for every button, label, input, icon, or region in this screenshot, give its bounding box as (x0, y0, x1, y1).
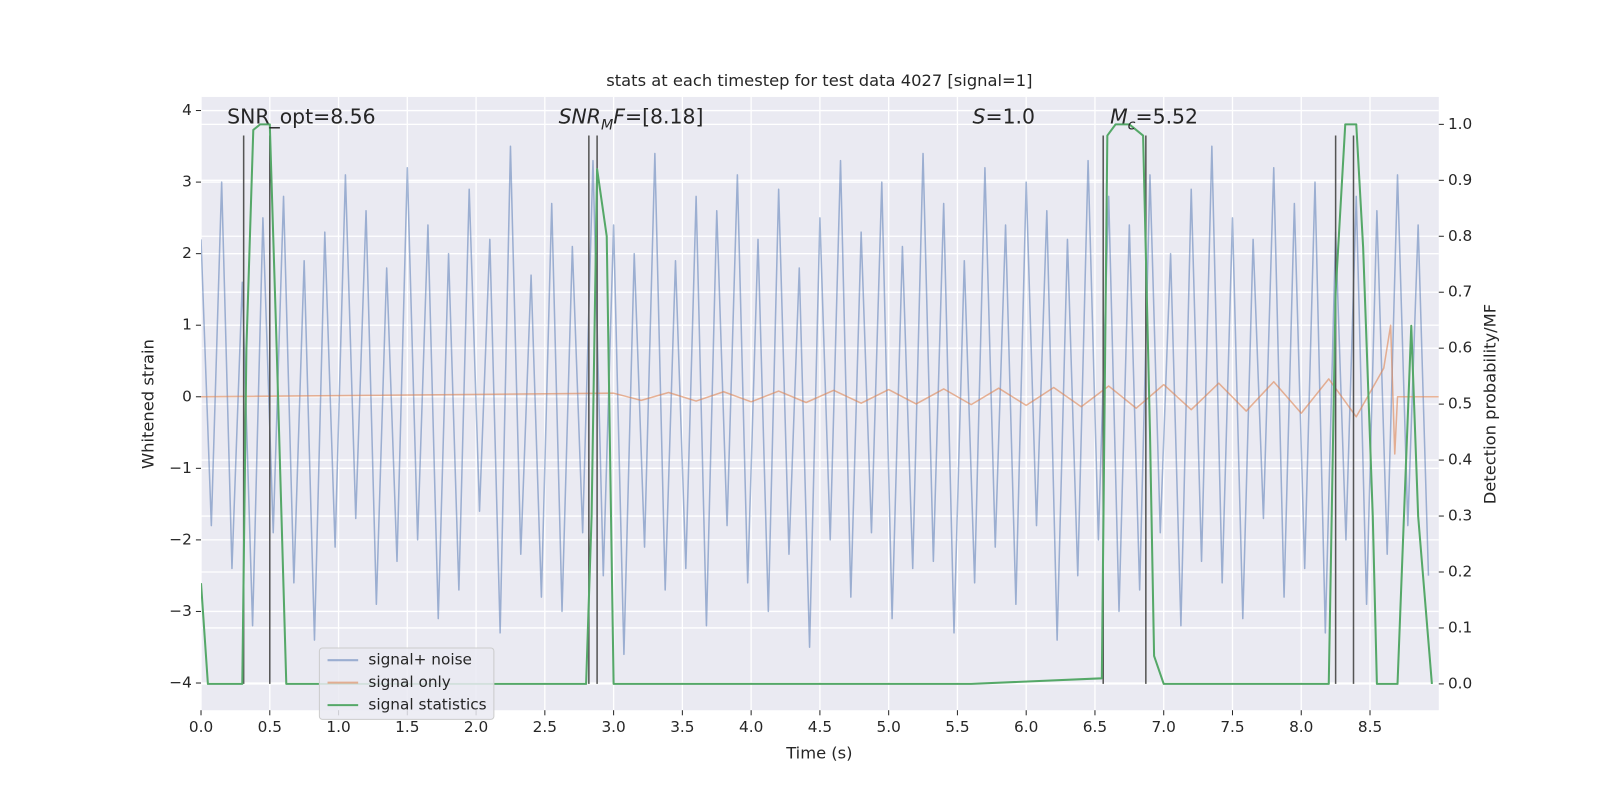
annotation-part: S (973, 105, 986, 129)
x-tick-label: 3.5 (670, 718, 694, 736)
y2-tick-label: 1.0 (1448, 115, 1472, 133)
overlay: 0.0 0.5 1.0 1.5 2.0 2.5 3.0 3.5 4.0 4.5 5.0 5.5 6.0 6… (169, 101, 1472, 736)
x-tick-label: 6.0 (1014, 718, 1038, 736)
y2-tick-label: 0.1 (1448, 618, 1472, 636)
y-axis-label: Whitened strain (138, 339, 157, 469)
legend-label: signal statistics (368, 696, 486, 714)
annotation: SNRMF=[8.18] (559, 105, 704, 134)
x-tick-label: 8.0 (1289, 718, 1313, 736)
annotation: SNR_opt=8.56 (227, 105, 375, 130)
x-tick-label: 3.0 (601, 718, 625, 736)
annotation-part: c (1128, 118, 1136, 134)
annotation-part: SNR_opt=8.56 (227, 105, 375, 130)
legend-box (318, 647, 495, 720)
legend-label: signal only (368, 673, 450, 691)
y-tick-label: −2 (169, 530, 192, 548)
annotation-part: =5.52 (1136, 105, 1199, 129)
x-tick-label: 4.5 (808, 718, 832, 736)
annotation-part: M (1110, 105, 1128, 129)
annotation-part: F (613, 105, 625, 129)
annotation-part: SNR (559, 105, 601, 129)
x-tick-label: 7.5 (1220, 718, 1244, 736)
x-tick-label: 1.5 (395, 718, 419, 736)
annotation-part: =1.0 (986, 105, 1036, 129)
y-tick-label: 2 (182, 244, 192, 262)
x-tick-label: 6.5 (1083, 718, 1107, 736)
y2-tick-label: 0.0 (1448, 674, 1472, 692)
x-tick-label: 1.0 (326, 718, 350, 736)
y2-axis-label: Detection probability/MF (1480, 304, 1499, 504)
y2-tick-label: 0.2 (1448, 562, 1472, 580)
annotation: Mc=5.52 (1110, 105, 1198, 134)
y2-tick-label: 0.4 (1448, 451, 1472, 469)
x-tick-label: 5.0 (876, 718, 900, 736)
y-tick-label: −4 (169, 674, 192, 692)
x-tick-label: 2.0 (464, 718, 488, 736)
y2-tick-label: 0.8 (1448, 227, 1472, 245)
x-tick-label: 0.5 (258, 718, 282, 736)
x-tick-label: 0.0 (189, 718, 213, 736)
y2-tick-label: 0.6 (1448, 339, 1472, 357)
x-tick-label: 8.5 (1358, 718, 1382, 736)
annotation: S=1.0 (973, 105, 1035, 129)
y2-tick-label: 0.9 (1448, 171, 1472, 189)
x-tick-label: 5.5 (945, 718, 969, 736)
annotation-part: =[8.18] (625, 105, 703, 129)
y-tick-label: −1 (169, 459, 192, 477)
y2-tick-label: 0.5 (1448, 395, 1472, 413)
annotation-part: M (601, 118, 613, 134)
plot-area (201, 123, 1439, 685)
y-tick-label: 1 (182, 316, 192, 334)
y-tick-label: −3 (169, 602, 192, 620)
y-tick-label: 0 (182, 387, 192, 405)
y-tick-label: 3 (182, 173, 192, 191)
x-tick-label: 4.0 (739, 718, 763, 736)
series-line (201, 123, 1433, 685)
y2-tick-label: 0.3 (1448, 507, 1472, 525)
x-axis-label: Time (s) (785, 744, 852, 763)
y-tick-label: 4 (182, 101, 192, 119)
legend-label: signal+ noise (368, 651, 472, 669)
y2-tick-label: 0.7 (1448, 283, 1472, 301)
series-line (201, 324, 1439, 455)
x-tick-label: 2.5 (533, 718, 557, 736)
series-line (201, 145, 1430, 656)
x-tick-label: 7.0 (1152, 718, 1176, 736)
chart-title: stats at each timestep for test data 402… (606, 71, 1032, 90)
